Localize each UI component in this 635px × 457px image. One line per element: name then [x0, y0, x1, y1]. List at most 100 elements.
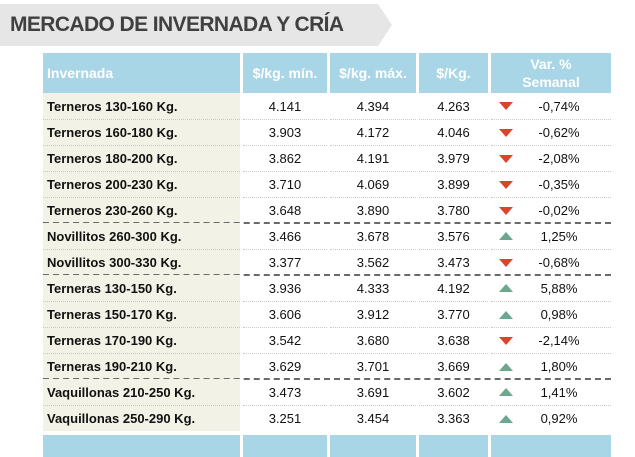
triangle-up-icon	[495, 284, 517, 292]
triangle-up-icon	[495, 414, 517, 423]
row-variation-value: 5,88%	[540, 280, 578, 296]
table-row: Terneros 160-180 Kg. 3.903 4.172 4.046 -0,62…	[43, 119, 611, 145]
row-max-price: 4.172	[330, 119, 416, 145]
row-variation: 1,25%	[491, 223, 611, 249]
row-variation: 1,41%	[491, 379, 611, 405]
row-max-price: 3.701	[330, 353, 416, 379]
triangle-down-icon	[495, 154, 517, 163]
row-variation-value: 0,98%	[540, 307, 578, 322]
row-avg-price: 3.363	[419, 405, 488, 431]
row-avg-price: 3.602	[437, 384, 470, 400]
row-max-price: 3.562	[330, 249, 416, 275]
row-variation: 0,98%	[491, 301, 611, 327]
price-table: Invernada $/kg. mín. $/kg. máx. $/Kg. Va…	[43, 53, 611, 457]
row-variation-value: -0,62%	[538, 125, 580, 140]
row-variation: -0,74%	[491, 93, 611, 119]
header-min: $/kg. mín.	[243, 53, 327, 93]
row-name: Terneras 130-150 Kg.	[43, 275, 240, 301]
footer-cell	[243, 435, 327, 457]
table-footer	[43, 435, 611, 457]
page-title: MERCADO DE INVERNADA Y CRÍA	[10, 13, 344, 36]
row-variation: -0,35%	[491, 171, 611, 197]
row-name: Vaquillonas 250-290 Kg.	[43, 405, 240, 431]
row-avg-price: 4.192	[437, 280, 470, 296]
table-row: Terneras 170-190 Kg. 3.542 3.680 3.638 -2,14…	[43, 327, 611, 353]
table-row: Vaquillonas 250-290 Kg. 3.251 3.454 3.363 0,…	[43, 405, 611, 431]
header-avg: $/Kg.	[419, 53, 488, 93]
row-max-price: 3.890	[330, 197, 416, 223]
table-header: Invernada $/kg. mín. $/kg. máx. $/Kg. Va…	[43, 53, 611, 93]
row-min-price: 3.862	[243, 145, 327, 171]
row-min-price: 4.141	[268, 98, 302, 114]
row-variation: 1,80%	[491, 353, 611, 379]
row-variation: -0,62%	[491, 119, 611, 145]
row-min-price: 3.629	[243, 353, 327, 379]
row-variation: -0,68%	[491, 249, 611, 275]
header-category: Invernada	[43, 53, 240, 93]
row-name: Terneros 200-230 Kg.	[43, 171, 240, 197]
row-variation: -2,14%	[491, 327, 611, 353]
row-max-price: 3.691	[356, 384, 390, 400]
row-variation: -2,08%	[491, 145, 611, 171]
row-min-price: 3.903	[243, 119, 327, 145]
row-name: Terneras 150-170 Kg.	[43, 301, 240, 327]
row-max-price: 3.912	[330, 301, 416, 327]
triangle-up-icon	[495, 362, 517, 371]
row-name: Terneros 160-180 Kg.	[43, 119, 240, 145]
row-variation-value: -0,68%	[538, 255, 580, 270]
row-variation-value: -2,08%	[538, 151, 580, 166]
row-max-price: 4.069	[330, 171, 416, 197]
row-avg-price: 3.979	[419, 145, 488, 171]
row-max-price: 4.191	[330, 145, 416, 171]
triangle-up-icon	[495, 310, 517, 319]
triangle-up-icon	[495, 232, 517, 240]
row-name: Terneras 170-190 Kg.	[43, 327, 240, 353]
row-variation-value: 1,80%	[540, 359, 578, 374]
row-variation: 0,92%	[491, 405, 611, 431]
row-name: Novillitos 260-300 Kg.	[43, 223, 240, 249]
row-avg-price: 4.263	[437, 98, 470, 114]
table-row: Terneras 130-150 Kg. 3.936 4.333 4.192 5,88%	[43, 274, 611, 301]
triangle-down-icon	[495, 180, 517, 189]
header-var-line2: Semanal	[522, 74, 580, 90]
footer-cell	[419, 435, 488, 457]
row-max-price: 4.333	[356, 280, 390, 296]
table-row: Terneras 190-210 Kg. 3.629 3.701 3.669 1,80%	[43, 353, 611, 379]
row-avg-price: 3.899	[419, 171, 488, 197]
header-var-line1: Var. %	[530, 56, 572, 72]
table-row: Terneros 230-260 Kg. 3.648 3.890 3.780 -0,02…	[43, 197, 611, 223]
row-variation-value: -0,02%	[538, 203, 580, 218]
row-name: Vaquillonas 210-250 Kg.	[43, 379, 240, 405]
row-name: Terneros 230-260 Kg.	[43, 197, 240, 223]
row-min-price: 3.648	[243, 197, 327, 223]
row-min-price: 3.377	[243, 249, 327, 275]
triangle-down-icon	[495, 128, 517, 137]
row-avg-price: 4.046	[419, 119, 488, 145]
table-row: Vaquillonas 210-250 Kg. 3.473 3.691 3.602 1,…	[43, 378, 611, 405]
triangle-down-icon	[495, 102, 517, 110]
row-max-price: 3.454	[330, 405, 416, 431]
triangle-down-icon	[495, 336, 517, 345]
table-row: Novillitos 260-300 Kg. 3.466 3.678 3.576 1,2…	[43, 222, 611, 249]
row-variation-value: -0,35%	[538, 177, 580, 192]
row-name: Terneros 180-200 Kg.	[43, 145, 240, 171]
row-max-price: 3.678	[356, 228, 390, 244]
row-min-price: 3.936	[268, 280, 302, 296]
row-avg-price: 3.669	[419, 353, 488, 379]
header-max: $/kg. máx.	[330, 53, 416, 93]
row-variation-value: 1,25%	[540, 228, 578, 244]
row-min-price: 3.606	[243, 301, 327, 327]
table-row: Terneros 130-160 Kg. 4.141 4.394 4.263 -0,74…	[43, 93, 611, 119]
triangle-up-icon	[495, 388, 517, 396]
row-name: Terneras 190-210 Kg.	[43, 353, 240, 379]
row-variation-value: -0,74%	[538, 98, 580, 114]
triangle-down-icon	[495, 258, 517, 267]
row-name: Novillitos 300-330 Kg.	[43, 249, 240, 275]
row-min-price: 3.473	[268, 384, 302, 400]
row-max-price: 3.680	[330, 327, 416, 353]
row-avg-price: 3.576	[437, 228, 470, 244]
table-row: Terneras 150-170 Kg. 3.606 3.912 3.770 0,98%	[43, 301, 611, 327]
row-min-price: 3.466	[268, 228, 302, 244]
table-row: Terneros 180-200 Kg. 3.862 4.191 3.979 -2,08…	[43, 145, 611, 171]
row-variation-value: 1,41%	[540, 384, 578, 400]
